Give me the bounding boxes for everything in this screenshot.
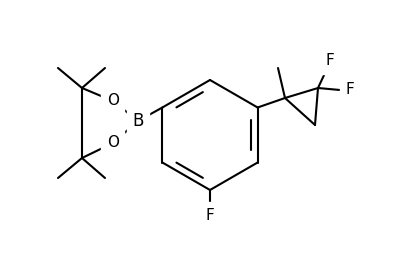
Text: O: O <box>107 135 119 150</box>
Text: F: F <box>345 82 354 97</box>
Text: B: B <box>132 112 143 130</box>
Text: O: O <box>107 93 119 108</box>
Text: F: F <box>325 54 334 69</box>
Text: F: F <box>205 207 214 222</box>
